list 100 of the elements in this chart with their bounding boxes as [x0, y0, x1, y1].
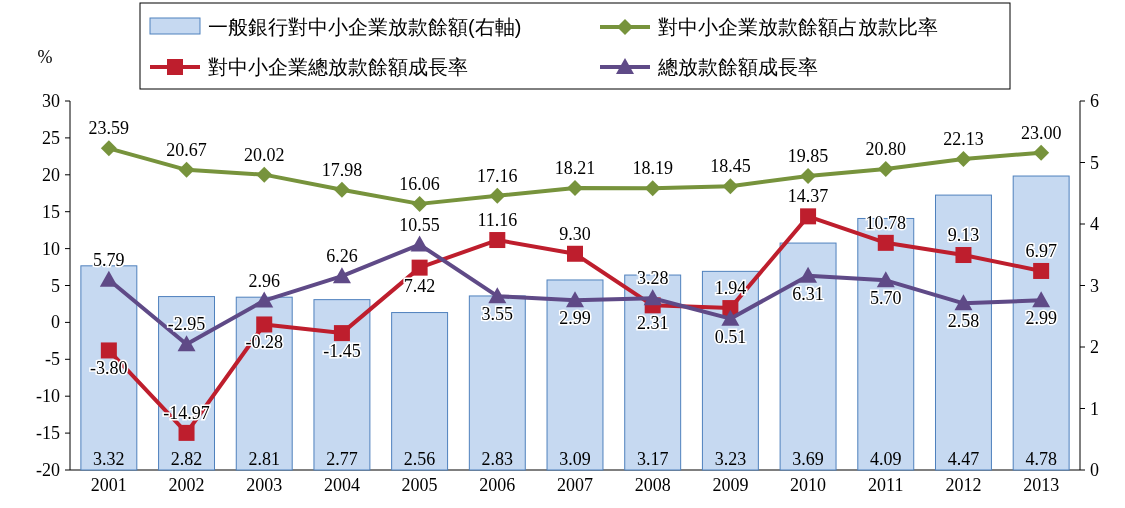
data-label: -1.45 [323, 341, 361, 362]
y-tick-label: 30 [42, 91, 60, 111]
legend-label: 一般銀行對中小企業放款餘額(右軸) [208, 16, 522, 38]
y-tick-label: 15 [42, 201, 60, 222]
x-tick-label: 2006 [479, 475, 516, 495]
point [800, 167, 817, 184]
bar [468, 295, 526, 471]
point [567, 180, 583, 197]
data-label: 7.42 [403, 275, 436, 296]
data-label: 4.09 [870, 449, 902, 469]
point [799, 266, 818, 283]
point [256, 166, 273, 183]
y-axis-title: % [37, 47, 53, 67]
data-label: -2.95 [167, 314, 206, 335]
x-tick-label: 2002 [168, 475, 205, 495]
bar [1012, 175, 1070, 471]
y2-tick-label: 1 [1090, 398, 1099, 419]
data-label: -3.80 [90, 358, 128, 379]
data-label: 6.31 [792, 283, 824, 304]
data-label: 6.26 [326, 246, 358, 267]
point [99, 270, 118, 287]
data-label: 2.58 [947, 311, 980, 332]
data-label: 2.81 [248, 449, 280, 469]
y-tick-label: 0 [51, 312, 60, 333]
y2-tick-label: 3 [1090, 275, 1099, 296]
data-label: 1.94 [714, 278, 747, 299]
point [800, 208, 817, 225]
point [333, 181, 350, 198]
x-tick-label: 2003 [246, 475, 283, 495]
bar [857, 217, 915, 471]
data-label: 18.21 [554, 158, 596, 179]
data-label: 2.31 [636, 313, 669, 334]
point [877, 160, 894, 177]
point [332, 267, 351, 284]
data-label: 3.23 [714, 449, 747, 469]
data-label: 2.56 [403, 449, 436, 469]
point [488, 287, 507, 304]
legend-label: 對中小企業總放款餘額成長率 [208, 56, 468, 78]
x-tick-label: 2009 [712, 475, 749, 495]
point [722, 178, 739, 195]
point [255, 291, 274, 308]
bar [546, 279, 604, 471]
data-label: 23.00 [1020, 122, 1062, 143]
point [489, 187, 506, 204]
data-label: 2.99 [559, 308, 591, 329]
point [876, 271, 895, 288]
data-label: 2.77 [326, 449, 358, 469]
x-tick-label: 2010 [790, 475, 827, 495]
point [955, 151, 972, 168]
data-label: 3.28 [636, 268, 669, 289]
data-label: 17.16 [477, 165, 518, 186]
point [411, 195, 428, 212]
data-label: 22.13 [943, 129, 984, 150]
point [954, 294, 973, 311]
point [489, 232, 506, 249]
legend-label: 總放款餘額成長率 [657, 56, 818, 78]
data-label: 2.96 [248, 270, 280, 291]
point [100, 140, 117, 157]
point [566, 291, 584, 308]
data-label: 3.09 [559, 449, 591, 469]
point [1033, 262, 1050, 279]
x-tick-label: 2008 [634, 475, 671, 495]
data-label: 20.67 [166, 139, 207, 160]
data-label: 18.19 [632, 158, 673, 179]
bar [934, 194, 992, 471]
point [721, 309, 740, 326]
data-label: 3.55 [481, 304, 514, 325]
data-label: 10.78 [865, 212, 907, 233]
point [1033, 144, 1050, 161]
data-label: 23.59 [88, 118, 130, 139]
bar [80, 265, 138, 471]
data-label: 0.51 [714, 326, 747, 347]
legend-label: 對中小企業放款餘額占放款比率 [658, 16, 938, 38]
data-label: 2.83 [481, 449, 514, 469]
bar [313, 299, 371, 471]
point [1032, 291, 1051, 308]
data-label: 4.78 [1025, 449, 1057, 469]
point [644, 180, 661, 197]
y-tick-label: 10 [42, 238, 60, 259]
y-tick-label: 20 [42, 164, 60, 185]
data-label: 6.97 [1025, 240, 1057, 261]
y-tick-label: 25 [42, 127, 60, 148]
data-label: 2.82 [170, 449, 203, 469]
data-label: 3.32 [93, 449, 125, 469]
data-label: 16.06 [399, 173, 440, 194]
y2-tick-label: 0 [1090, 460, 1099, 480]
point [178, 424, 195, 441]
y-tick-label: -15 [36, 423, 60, 444]
point [256, 316, 273, 333]
data-label: 5.70 [870, 288, 902, 309]
point [567, 245, 583, 262]
y2-tick-label: 4 [1090, 214, 1099, 234]
data-label: 20.02 [243, 144, 285, 165]
y2-tick-label: 6 [1090, 91, 1099, 111]
y2-tick-label: 2 [1090, 337, 1099, 357]
point [877, 234, 894, 251]
point [411, 259, 428, 276]
point [410, 235, 429, 252]
y-tick-label: -20 [36, 460, 60, 480]
data-label: 17.98 [321, 159, 363, 180]
